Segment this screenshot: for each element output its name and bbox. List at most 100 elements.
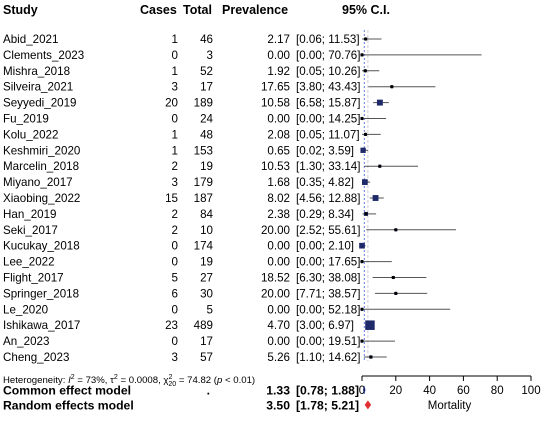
- study-name: Xiaobing_2022: [3, 192, 80, 205]
- study-cases: 15: [165, 192, 178, 205]
- study-ci: [4.56; 12.88]: [296, 192, 360, 205]
- study-prevalence: 1.68: [267, 176, 290, 189]
- x-axis-label: Mortality: [428, 400, 472, 412]
- study-total: 57: [200, 351, 213, 364]
- study-ci: [0.35; 4.82]: [296, 176, 354, 189]
- study-point: [360, 260, 364, 264]
- summary-models: Common effect model. 1.33 [0.78; 1.88] Rand…: [3, 383, 359, 412]
- study-ci: [1.10; 14.62]: [296, 351, 360, 364]
- study-cases: 3: [172, 176, 178, 189]
- study-total: 52: [200, 65, 213, 78]
- study-prevalence: 2.08: [267, 128, 290, 141]
- study-point: [378, 164, 382, 168]
- study-square: [365, 320, 375, 330]
- study-point: [360, 339, 364, 343]
- study-cases: 3: [172, 81, 178, 94]
- study-total: 3: [207, 49, 213, 62]
- study-point: [394, 228, 398, 232]
- study-total: 27: [200, 272, 213, 285]
- study-prevalence: 0.00: [267, 49, 290, 62]
- study-cases: 6: [172, 287, 178, 300]
- x-tick-label: 0: [359, 385, 365, 397]
- study-ci: [2.52; 55.61]: [296, 224, 360, 237]
- study-point: [364, 212, 368, 216]
- study-name: Seyyedi_2019: [3, 97, 77, 110]
- study-name: Seki_2017: [3, 224, 58, 237]
- study-total: 187: [194, 192, 213, 205]
- study-total: 19: [200, 160, 213, 173]
- study-point: [360, 53, 364, 57]
- study-ci: [0.00; 17.65]: [296, 256, 360, 269]
- plot-marks: [359, 30, 482, 410]
- study-square: [376, 99, 383, 106]
- x-tick-label: 100: [521, 385, 540, 397]
- study-prevalence: 10.53: [261, 160, 290, 173]
- study-prevalence: 18.52: [261, 272, 290, 285]
- model-prevalence: 3.50: [266, 398, 290, 412]
- study-ci: [0.00; 19.51]: [296, 335, 360, 348]
- study-total: 84: [200, 208, 213, 221]
- study-prevalence: 0.00: [267, 303, 290, 316]
- study-cases: 1: [172, 144, 178, 157]
- study-cases: 0: [172, 49, 178, 62]
- study-point: [364, 37, 368, 41]
- study-prevalence: 4.70: [267, 319, 290, 332]
- study-prevalence: 20.00: [261, 224, 290, 237]
- superscript-2: 2: [71, 374, 75, 381]
- model-diamond: [363, 385, 366, 394]
- x-tick-label: 40: [423, 385, 436, 397]
- header-total: Total: [183, 3, 212, 17]
- study-prevalence: 0.00: [267, 335, 290, 348]
- study-ci: [1.30; 33.14]: [296, 160, 360, 173]
- study-name: Le_2020: [3, 303, 48, 316]
- study-total: 5: [207, 303, 213, 316]
- heterogeneity-text: Heterogeneity: I2 = 73%, τ2 = 0.0008, χ2…: [3, 374, 255, 388]
- x-tick-label: 60: [457, 385, 470, 397]
- study-cases: 3: [172, 351, 178, 364]
- study-point: [369, 355, 373, 359]
- study-prevalence: 10.58: [261, 97, 290, 110]
- header-cases: Cases: [140, 3, 177, 17]
- study-point: [390, 85, 394, 89]
- study-ci: [0.00; 2.10]: [296, 240, 354, 253]
- study-point: [391, 275, 395, 280]
- study-cases: 5: [172, 272, 178, 285]
- study-ci: [0.00; 52.18]: [296, 303, 360, 316]
- study-total: 189: [194, 97, 213, 110]
- model-name: Common effect model: [3, 383, 131, 397]
- study-prevalence: 2.38: [267, 208, 290, 221]
- study-cases: 23: [165, 319, 178, 332]
- model-diamond: [364, 400, 372, 410]
- study-cases: 0: [172, 113, 178, 126]
- study-name: An_2023: [3, 335, 49, 348]
- header-study: Study: [3, 3, 38, 17]
- study-name: Miyano_2017: [3, 176, 73, 189]
- study-square: [360, 147, 366, 153]
- study-name: Lee_2022: [3, 256, 55, 269]
- study-total: 48: [200, 128, 213, 141]
- study-point: [363, 69, 367, 73]
- header-prevalence: Prevalence: [222, 3, 288, 17]
- study-name: Mishra_2018: [3, 65, 70, 78]
- study-ci: [0.00; 70.76]: [296, 49, 360, 62]
- study-ci: [6.30; 38.08]: [296, 272, 360, 285]
- x-tick-label: 80: [491, 385, 504, 397]
- study-cases: 1: [172, 65, 178, 78]
- study-prevalence: 5.26: [267, 351, 290, 364]
- study-ci: [7.71; 38.57]: [296, 287, 360, 300]
- study-name: Abid_2021: [3, 33, 58, 46]
- study-cases: 2: [172, 208, 178, 221]
- study-square: [372, 195, 379, 201]
- model-ci: [0.78; 1.88]: [296, 383, 359, 397]
- study-total: 10: [200, 224, 213, 237]
- study-cases: 0: [172, 256, 178, 269]
- study-total: 17: [200, 335, 213, 348]
- study-name: Silveira_2021: [3, 81, 73, 94]
- study-name: Cheng_2023: [3, 351, 69, 364]
- study-total: 19: [200, 256, 213, 269]
- study-total: 179: [194, 176, 213, 189]
- study-point: [394, 291, 398, 295]
- study-total: 17: [200, 81, 213, 94]
- study-prevalence: 1.92: [267, 65, 290, 78]
- study-cases: 20: [165, 97, 178, 110]
